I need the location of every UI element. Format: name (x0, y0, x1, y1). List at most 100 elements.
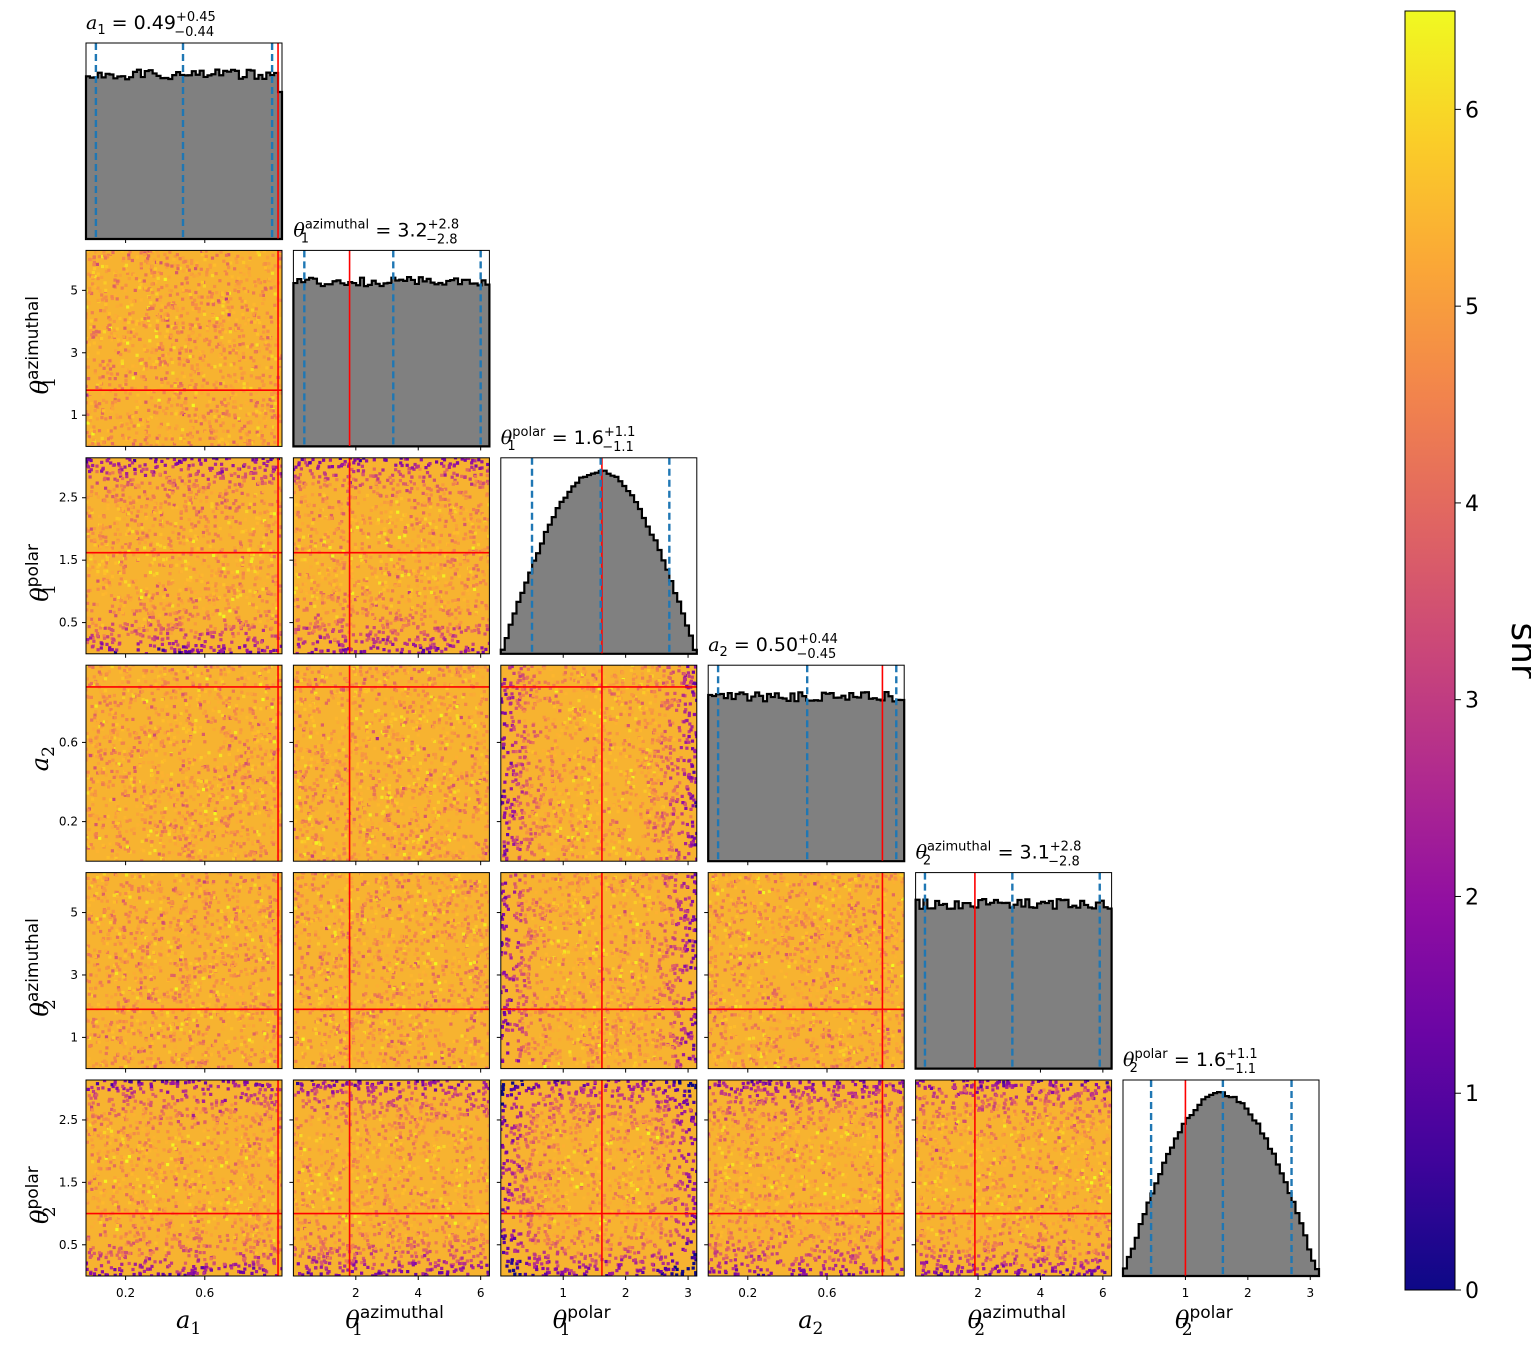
x-axis-label-theta2_az: θazimuthal 2 (968, 1303, 1066, 1340)
scatter-points (293, 665, 490, 862)
scatter-panel-theta1_pol-theta2_pol (496, 1079, 698, 1280)
x-axis-label-a2: a2 (798, 1306, 823, 1339)
scatter-points (293, 1080, 490, 1276)
x-tick-label: 1 (559, 1286, 567, 1300)
scatter-panel-theta1_pol-theta2_az (496, 872, 698, 1073)
histogram-theta2_pol (1121, 1079, 1321, 1280)
colorbar-tick-label: 2 (1465, 885, 1479, 910)
colorbar-bar (1404, 10, 1456, 1291)
title-theta1_az: θazimuthal 1 = 3.2+2.8 −2.8 (293, 217, 459, 247)
y-tick-label: 2.5 (59, 1113, 78, 1127)
y-tick-label: 1.5 (59, 1175, 78, 1189)
title-a1: a1 = 0.49+0.45 −0.44 (86, 10, 216, 40)
scatter-panel-theta1_az-theta2_az (289, 872, 490, 1073)
panel-frame (85, 664, 283, 862)
panel-frame (1122, 1079, 1320, 1277)
panel-frame (707, 1079, 905, 1277)
scatter-points (708, 1080, 905, 1276)
x-tick-label: 6 (477, 1286, 485, 1300)
histogram-step (914, 898, 1113, 1070)
x-tick-label: 0.6 (817, 1286, 836, 1300)
y-tick-label: 0.2 (59, 815, 78, 829)
histogram-step (84, 68, 284, 241)
histogram-theta2_az (914, 872, 1113, 1073)
scatter-panel-theta1_pol-a2 (496, 664, 698, 866)
panel-frame (85, 457, 283, 655)
x-axis-label-theta1_az: θazimuthal 1 (345, 1303, 443, 1340)
scatter-points (293, 872, 490, 1069)
scatter-points (86, 665, 282, 862)
scatter-points (500, 665, 697, 862)
scatter-points (86, 457, 282, 654)
title-theta2_pol: θpolar 2 = 1.6+1.1 −1.1 (1123, 1047, 1258, 1077)
panel-frame (500, 664, 698, 862)
scatter-panel-a1-theta1_pol (82, 457, 283, 658)
y-tick-label: 1.5 (59, 553, 78, 567)
x-tick-label: 4 (414, 1286, 422, 1300)
scatter-panel-a1-a2 (82, 664, 283, 866)
x-tick-label: 2 (622, 1286, 630, 1300)
x-tick-label: 6 (1099, 1286, 1107, 1300)
histogram-theta1_az (292, 249, 491, 451)
title-theta2_az: θazimuthal 2 = 3.1+2.8 −2.8 (916, 840, 1082, 870)
y-tick-label: 5 (70, 906, 78, 920)
scatter-panel-theta1_az-theta1_pol (289, 457, 490, 658)
histogram-step (292, 275, 491, 448)
y-tick-label: 2.5 (59, 491, 78, 505)
panel-frame (292, 457, 490, 655)
colorbar-tick-label: 5 (1465, 295, 1479, 320)
y-axis-label-theta1_az: θazimuthal1 (23, 296, 60, 394)
title-theta1_pol: θpolar 1 = 1.6+1.1 −1.1 (501, 425, 636, 455)
scatter-panel-a1-theta1_az (82, 249, 283, 451)
panel-frame (292, 249, 490, 447)
scatter-points (86, 250, 282, 447)
panel-frame (500, 872, 698, 1070)
panel-frame (85, 872, 283, 1070)
x-tick-label: 4 (1037, 1286, 1045, 1300)
y-tick-label: 0.6 (59, 735, 78, 749)
colorbar-label: snr (1503, 622, 1531, 679)
y-tick-label: 5 (70, 283, 78, 297)
y-tick-label: 1 (70, 1030, 78, 1044)
colorbar-tick-label: 3 (1465, 689, 1479, 714)
x-axis-label-theta1_pol: θpolar 1 (553, 1303, 611, 1340)
scatter-panel-a1-theta2_pol (82, 1079, 283, 1280)
x-axis-label-theta2_pol: θpolar 2 (1175, 1303, 1233, 1340)
x-tick-label: 2 (352, 1286, 360, 1300)
colorbar-tick-label: 4 (1465, 492, 1479, 517)
x-tick-label: 2 (974, 1286, 982, 1300)
panel-frame (85, 1079, 283, 1277)
x-axis-label-a1: a1 (176, 1306, 201, 1339)
panel-frame (292, 872, 490, 1070)
histogram-a1 (84, 42, 284, 243)
x-tick-label: 1 (1182, 1286, 1190, 1300)
panels-layer (82, 42, 1321, 1280)
panel-frame (707, 664, 905, 862)
panel-frame (915, 872, 1113, 1070)
colorbar-tick-label: 6 (1465, 98, 1479, 123)
scatter-points (708, 872, 905, 1069)
panel-frame (85, 42, 283, 240)
x-tick-label: 0.6 (195, 1286, 214, 1300)
histogram-fill (293, 277, 490, 447)
scatter-points (915, 1080, 1112, 1276)
colorbar: 0 1 2 3 4 5 6 snr (1404, 10, 1531, 1304)
panel-frame (292, 664, 490, 862)
histogram-theta1_pol (499, 457, 698, 658)
scatter-points (86, 872, 282, 1069)
colorbar-tick-label: 1 (1465, 1082, 1479, 1107)
scatter-panel-theta1_az-theta2_pol (289, 1079, 490, 1280)
histogram-step (1121, 1091, 1321, 1278)
scatter-panel-a1-theta2_az (82, 872, 283, 1073)
scatter-panel-theta2_az-theta2_pol (911, 1079, 1113, 1280)
scatter-points (293, 457, 490, 654)
x-tick-label: 3 (1306, 1286, 1314, 1300)
histogram-fill (500, 470, 697, 654)
labels-layer: a1 = 0.49+0.45 −0.44 θazimuthal 1 = 3.2+2.8… (23, 10, 1314, 1340)
colorbar-tick-label: 0 (1465, 1279, 1479, 1304)
y-axis-label-theta2_pol: θpolar2 (23, 1166, 60, 1224)
panel-frame (292, 1079, 490, 1277)
x-tick-label: 2 (1244, 1286, 1252, 1300)
x-tick-label: 0.2 (738, 1286, 757, 1300)
